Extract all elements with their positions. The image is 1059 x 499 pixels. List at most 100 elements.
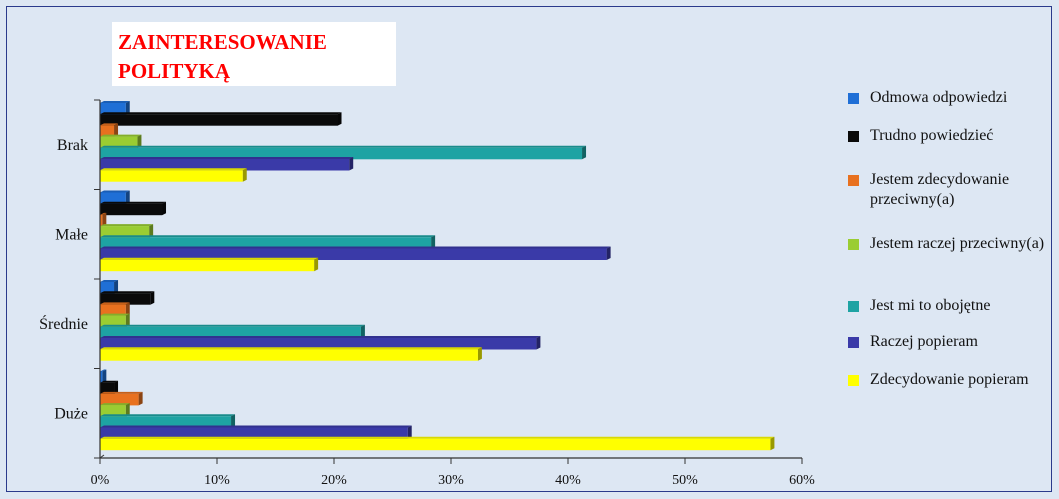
bar-Średnie-0: [100, 282, 115, 294]
bar-side-Duże-0: [102, 369, 107, 383]
bar-top-Duże-2: [100, 391, 143, 394]
bar-top-Małe-1: [100, 201, 167, 204]
bar-top-Duże-1: [100, 380, 119, 383]
bar-top-Brak-1: [100, 112, 342, 115]
bar-top-Małe-2: [100, 212, 107, 215]
bar-top-Średnie-0: [100, 280, 119, 282]
bar-Duże-6: [100, 438, 771, 451]
bar-top-Duże-4: [100, 414, 236, 417]
bar-Brak-2: [100, 125, 115, 137]
legend-swatch: [848, 375, 859, 386]
bar-top-Średnie-3: [100, 313, 130, 316]
bar-Średnie-6: [100, 349, 478, 361]
legend-label: Jest mi to obojętne: [870, 297, 991, 314]
bar-side-Średnie-2: [125, 302, 130, 316]
bar-side-Duże-4: [231, 414, 236, 428]
bar-Duże-1: [100, 382, 115, 395]
bar-top-Duże-3: [100, 403, 130, 406]
bar-Duże-4: [100, 416, 232, 428]
bar-Brak-5: [100, 159, 350, 171]
legend-swatch: [848, 175, 859, 186]
legend-swatch: [848, 239, 859, 250]
bar-Małe-3: [100, 226, 150, 238]
bar-side-Duże-3: [125, 403, 130, 417]
bar-top-Duże-0: [100, 369, 107, 372]
bar-Średnie-4: [100, 326, 361, 339]
bar-top-Brak-0: [100, 101, 130, 103]
bar-side-Brak-4: [582, 145, 587, 160]
bar-side-Duże-5: [407, 425, 412, 439]
bar-top-Średnie-5: [100, 336, 541, 338]
chart-title-box: ZAINTERESOWANIE POLITYKĄ: [112, 22, 396, 86]
bar-side-Średnie-1: [150, 291, 155, 305]
bar-top-Średnie-4: [100, 324, 365, 327]
x-tick-label: 30%: [438, 473, 464, 488]
legend-label: Zdecydowanie popieram: [870, 371, 1029, 388]
bar-side-Średnie-6: [477, 347, 482, 361]
category-label: Duże: [54, 405, 88, 422]
legend-swatch: [848, 337, 859, 348]
legend-label: Trudno powiedzieć: [870, 127, 994, 144]
bar-side-Małe-2: [102, 212, 107, 227]
legend-label: Raczej popieram: [870, 333, 978, 350]
bar-side-Brak-2: [114, 123, 119, 137]
legend-swatch: [848, 131, 859, 142]
bar-top-Brak-3: [100, 134, 142, 137]
legend-swatch: [848, 301, 859, 312]
bar-top-Brak-2: [100, 123, 119, 126]
category-label: Małe: [55, 226, 88, 243]
bar-top-Małe-0: [100, 190, 130, 193]
x-tick-label: 0%: [91, 473, 110, 488]
bar-side-Małe-4: [431, 235, 436, 249]
bar-top-Brak-5: [100, 157, 354, 159]
chart-title: ZAINTERESOWANIE POLITYKĄ: [118, 30, 327, 83]
bar-top-Brak-6: [100, 168, 247, 171]
bar-side-Małe-3: [149, 224, 154, 238]
bar-side-Duże-1: [114, 380, 119, 395]
bar-Duże-0: [100, 371, 103, 383]
bar-top-Duże-5: [100, 425, 412, 428]
bar-Małe-0: [100, 192, 126, 204]
bar-top-Małe-5: [100, 246, 611, 249]
bar-side-Brak-6: [242, 168, 247, 182]
bar-top-Małe-4: [100, 235, 436, 238]
bar-top-Duże-6: [100, 436, 775, 439]
bar-top-Małe-3: [100, 224, 154, 227]
bar-Średnie-3: [100, 315, 126, 328]
bar-Brak-1: [100, 114, 338, 126]
bar-Brak-0: [100, 103, 126, 115]
bar-Brak-4: [100, 147, 583, 160]
bar-Duże-3: [100, 405, 126, 417]
bar-Małe-6: [100, 259, 315, 272]
x-tick-label: 40%: [555, 473, 581, 488]
bar-top-Małe-6: [100, 257, 319, 260]
category-label: Brak: [57, 137, 88, 154]
bar-Brak-6: [100, 170, 243, 182]
bar-side-Małe-1: [162, 201, 167, 216]
category-label: Średnie: [39, 314, 88, 333]
bar-Duże-5: [100, 427, 408, 439]
bar-side-Małe-5: [606, 246, 611, 260]
x-tick-label: 20%: [321, 473, 347, 488]
bar-side-Brak-1: [337, 112, 342, 126]
bar-Małe-2: [100, 214, 103, 227]
bar-Małe-5: [100, 248, 607, 260]
bar-Brak-3: [100, 136, 138, 149]
x-tick-label: 50%: [672, 473, 698, 488]
bar-top-Średnie-1: [100, 291, 155, 294]
legend-label: Jestem zdecydowanie przeciwny(a): [870, 171, 1010, 208]
legend-label: Odmowa odpowiedzi: [870, 89, 1008, 106]
bar-Średnie-1: [100, 293, 151, 305]
x-tick-label: 60%: [789, 473, 815, 488]
chart-frame: [6, 6, 1052, 492]
bar-top-Średnie-2: [100, 302, 130, 305]
bar-side-Brak-3: [137, 134, 142, 149]
bar-Małe-1: [100, 203, 163, 216]
bar-side-Duże-6: [770, 436, 775, 451]
bar-Małe-4: [100, 237, 432, 249]
legend-label: Jestem raczej przeciwny(a): [870, 235, 1045, 252]
bar-side-Średnie-4: [360, 324, 365, 339]
bar-side-Średnie-5: [536, 336, 541, 350]
bar-Duże-2: [100, 393, 139, 406]
